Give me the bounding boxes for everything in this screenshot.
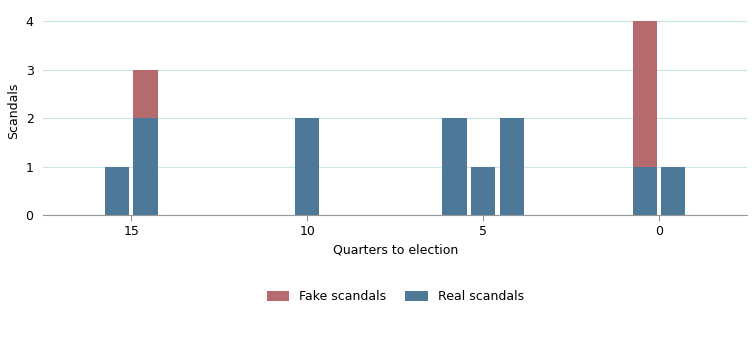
Legend: Fake scandals, Real scandals: Fake scandals, Real scandals: [262, 286, 529, 308]
Y-axis label: Scandals: Scandals: [7, 83, 20, 139]
Bar: [500, 118, 524, 215]
Bar: [633, 22, 657, 167]
Bar: [471, 167, 495, 215]
Bar: [661, 167, 685, 215]
Bar: [633, 167, 657, 215]
Bar: [295, 118, 319, 215]
Bar: [133, 118, 158, 215]
Bar: [443, 118, 467, 215]
Bar: [133, 70, 158, 118]
X-axis label: Quarters to election: Quarters to election: [333, 244, 458, 257]
Bar: [105, 167, 129, 215]
